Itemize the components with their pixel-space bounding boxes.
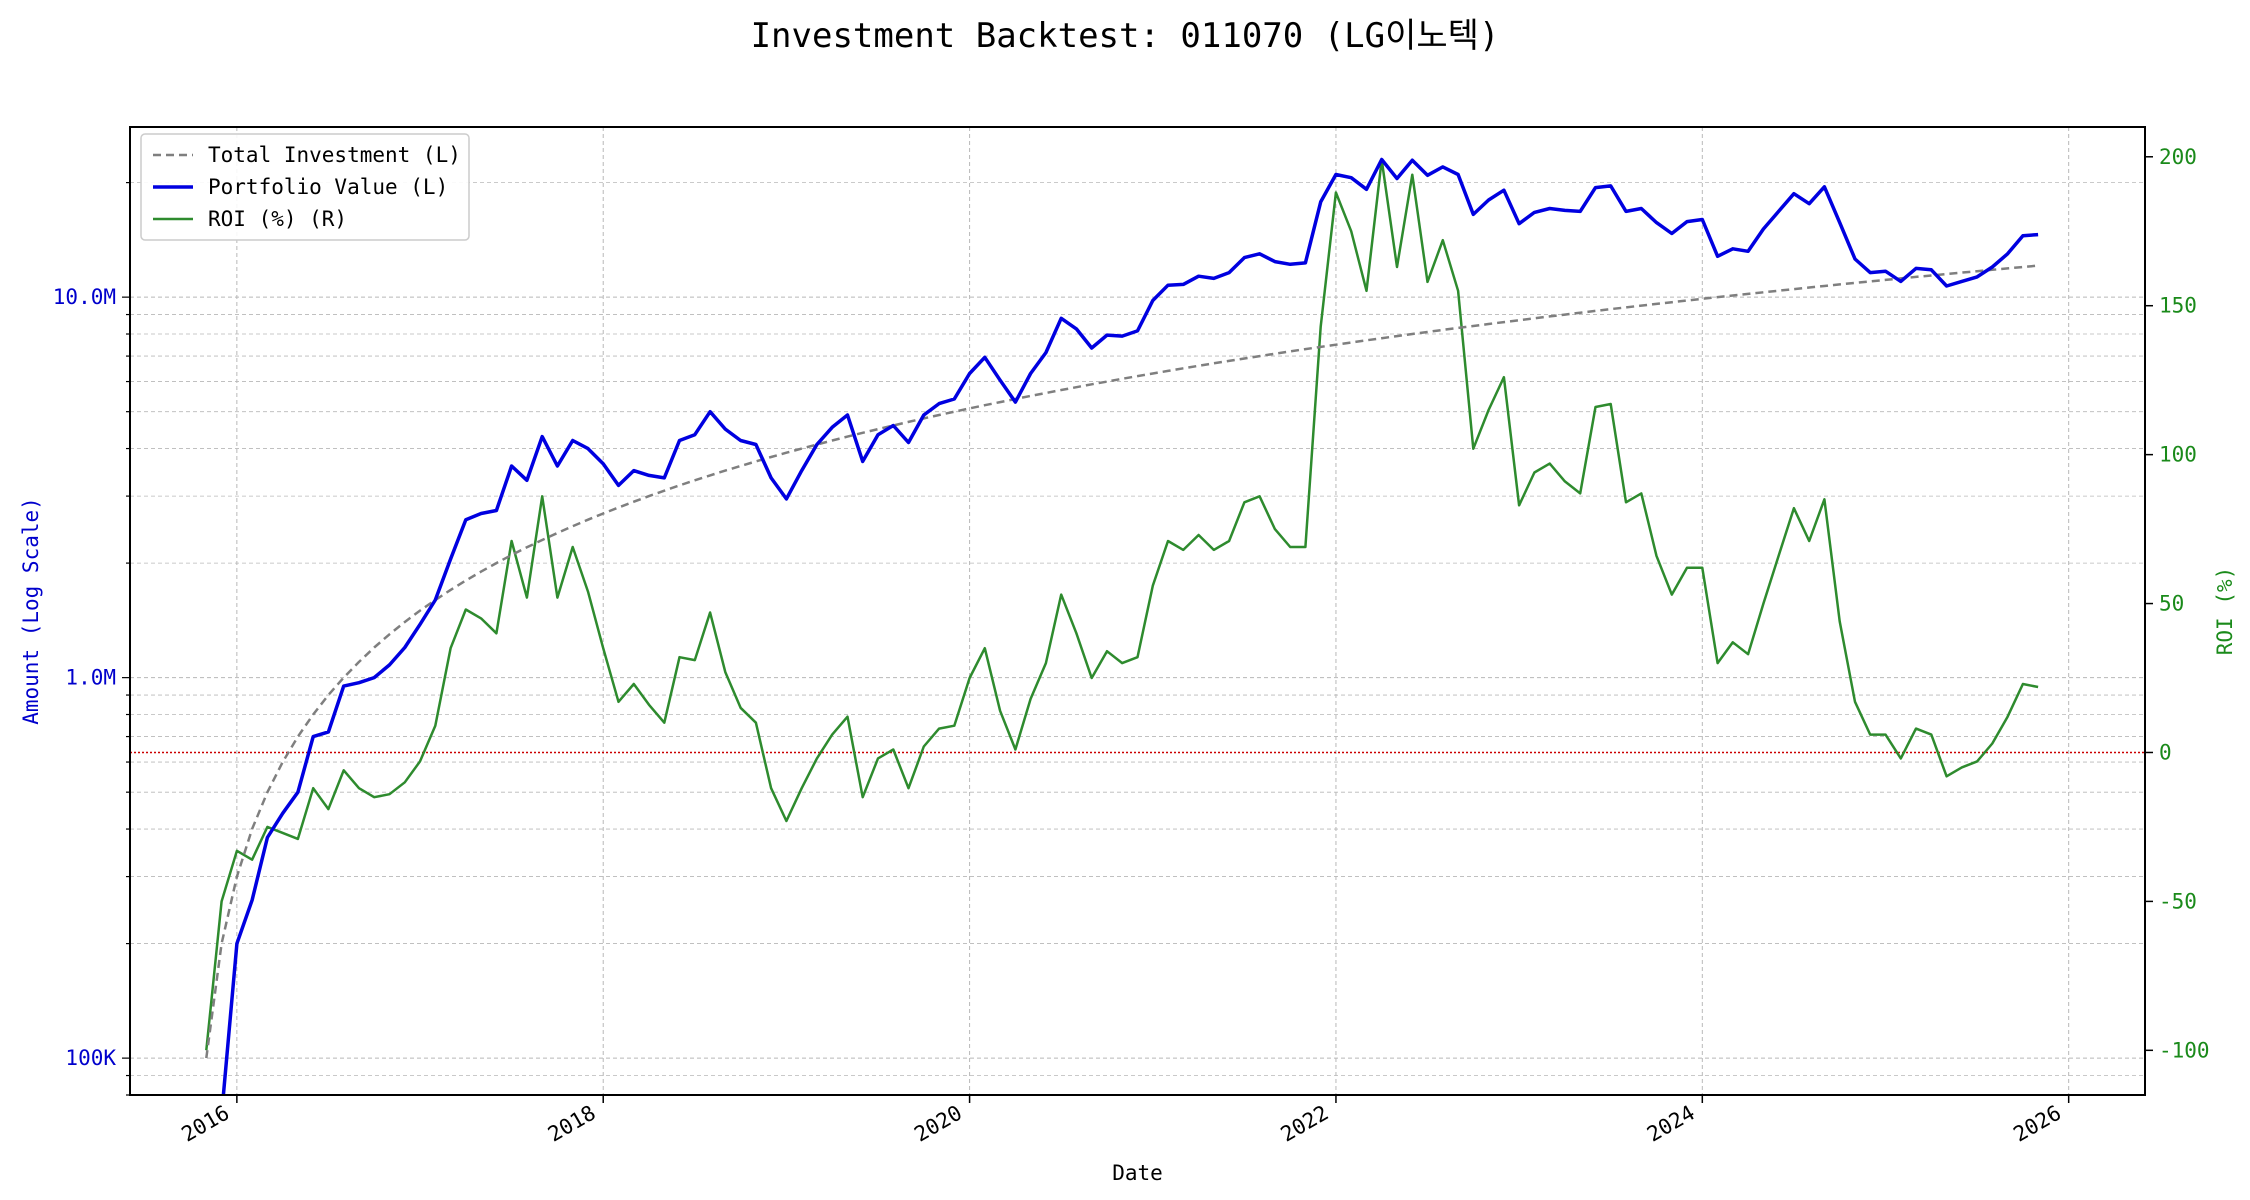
legend-box	[140, 133, 470, 241]
investment-line	[205, 264, 2039, 1059]
plot-frame	[129, 126, 2146, 1096]
grid-lines	[130, 127, 2145, 1096]
y-right-axis-label: ROI (%)	[2213, 567, 2237, 656]
x-tick-label: 2026	[2009, 1101, 2065, 1147]
x-axis-label: Date	[1112, 1161, 1163, 1185]
x-tick-label: 2018	[544, 1101, 600, 1147]
y-left-tick-label: 10.0M	[53, 285, 116, 309]
y-left-tick-label: 100K	[65, 1046, 116, 1070]
y-right-tick-label: 150	[2159, 294, 2197, 318]
y-right-tick-label: -100	[2159, 1038, 2210, 1062]
y-right-tick-label: 100	[2159, 443, 2197, 467]
legend-label: Portfolio Value (L)	[208, 175, 448, 199]
y-right-tick-label: 0	[2159, 740, 2172, 764]
x-tick-label: 2024	[1643, 1101, 1699, 1147]
portfolio-value-line	[221, 157, 2039, 1095]
legend-label: ROI (%) (R)	[208, 207, 347, 231]
y-left-axis-label: Amount (Log Scale)	[19, 497, 43, 725]
roi-line	[205, 158, 2039, 1051]
y-left-tick-label: 1.0M	[65, 666, 116, 690]
x-tick-label: 2022	[1277, 1101, 1333, 1147]
y-right-tick-label: 200	[2159, 145, 2197, 169]
y-right-tick-label: -50	[2159, 889, 2197, 913]
y-right-tick-label: 50	[2159, 592, 2184, 616]
x-tick-label: 2016	[178, 1101, 234, 1147]
x-tick-label: 2020	[910, 1101, 966, 1147]
series-lines	[205, 157, 2039, 1095]
chart-title: Investment Backtest: 011070 (LG이노텍)	[751, 16, 1500, 56]
legend-label: Total Investment (L)	[208, 143, 461, 167]
legend: Total Investment (L) Portfolio Value (L) R…	[140, 133, 470, 241]
